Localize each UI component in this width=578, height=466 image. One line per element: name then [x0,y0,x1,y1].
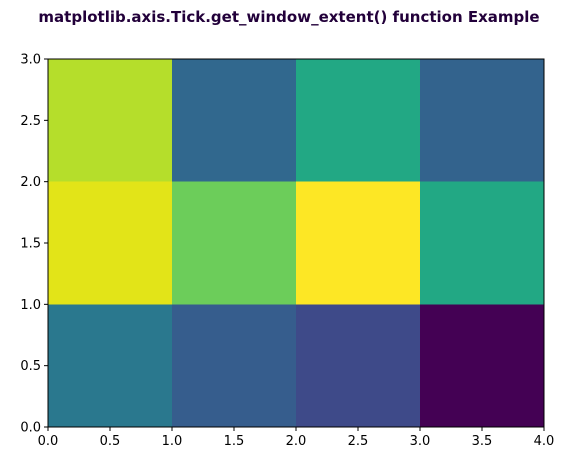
heatmap-cell [48,59,172,182]
x-tick-label: 3.5 [472,434,493,449]
x-tick-label: 4.0 [534,434,555,449]
x-tick-label: 3.0 [410,434,431,449]
x-tick-label: 1.0 [162,434,183,449]
heatmap-cell [420,181,544,305]
y-tick-label: 1.0 [20,298,41,313]
heatmap-cell [296,59,420,182]
y-tick-label: 2.0 [20,175,41,190]
x-tick-label: 0.0 [38,434,59,449]
heatmap-cell [172,59,296,182]
y-tick-label: 3.0 [20,53,41,68]
x-tick-label: 1.5 [224,434,245,449]
y-tick-label: 2.5 [20,114,41,129]
heatmap-cell [296,181,420,305]
y-tick-label: 0.5 [20,359,41,374]
heatmap-cells [48,59,544,427]
heatmap-cell [48,304,172,427]
heatmap-cell [172,304,296,427]
heatmap-cell [420,59,544,182]
x-tick-label: 0.5 [100,434,121,449]
heatmap-cell [48,181,172,305]
heatmap-cell [420,304,544,427]
y-tick-label: 1.5 [20,237,41,252]
y-tick-label: 0.0 [20,421,41,436]
x-tick-label: 2.5 [348,434,369,449]
heatmap-cell [172,181,296,305]
axes: 0.0 0.5 1.0 1.5 2.0 2.5 3.0 3.5 4.0 0.0 0.5 1.0 1.5 2… [20,53,554,450]
x-tick-label: 2.0 [286,434,307,449]
chart-title: matplotlib.axis.Tick.get_window_extent()… [38,8,539,26]
heatmap-cell [296,304,420,427]
